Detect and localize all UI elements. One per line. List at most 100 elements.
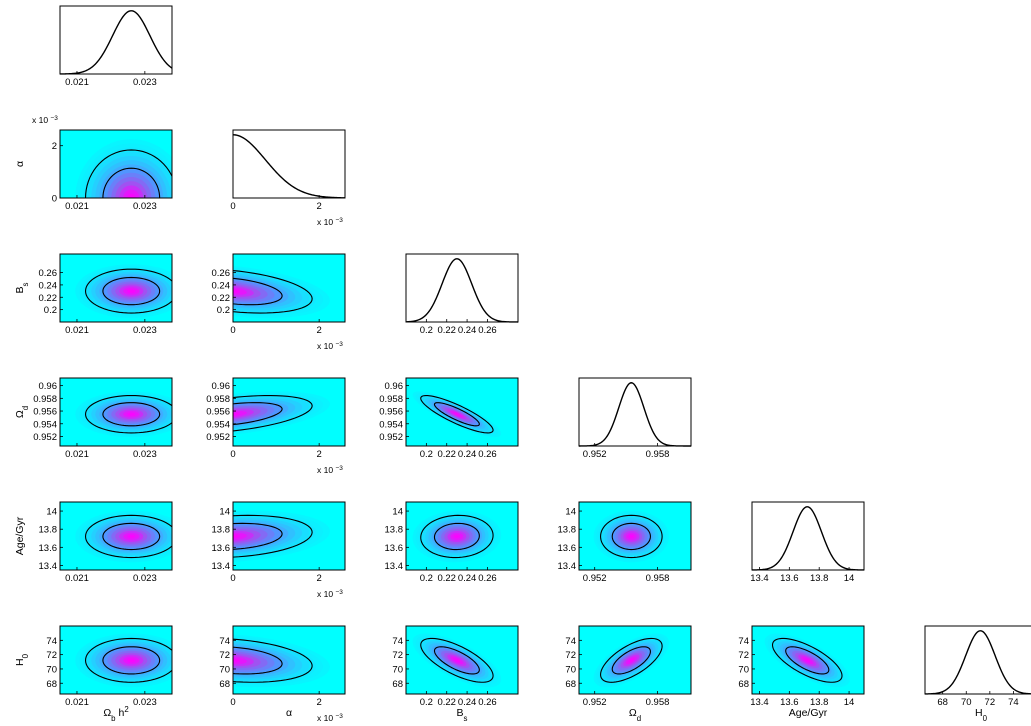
y-tick-label: 0.952 <box>33 432 57 443</box>
y-tick-label: 72 <box>392 650 403 661</box>
panel-frame <box>751 625 865 695</box>
contour-68 <box>233 522 283 550</box>
y-tick-label: 0 <box>52 194 57 205</box>
x-tick-label: 0.952 <box>583 697 607 708</box>
panel-age-vs-omega_d: 0.952 0.958 13.4 13.6 13.8 14 <box>558 501 692 584</box>
x-tick-label: 0.24 <box>458 697 477 708</box>
x-tick-label: 0.023 <box>133 77 157 88</box>
y-tick-label: 0.24 <box>39 280 58 291</box>
x-tick-label: 70 <box>961 697 972 708</box>
contour-95 <box>84 514 172 559</box>
density-level <box>127 658 136 663</box>
x-axis-label-age: Age/Gyr <box>789 707 828 719</box>
panel-H0-vs-omega_d: 0.952 0.958 68 70 72 74 Ωd <box>565 625 692 723</box>
density-level <box>233 534 240 539</box>
panel-frame <box>405 253 519 323</box>
panel-omega_d-vs-omega_d: 0.952 0.958 <box>578 377 692 460</box>
y-tick-label: 13.6 <box>385 543 404 554</box>
density-level <box>628 534 635 539</box>
panel-frame <box>232 377 346 447</box>
marginal-curve <box>232 134 346 199</box>
contour-95 <box>233 269 313 314</box>
y-tick-label: 14 <box>219 507 230 518</box>
x-tick-label: 0.023 <box>133 697 157 708</box>
x-tick-label: 14 <box>844 573 855 584</box>
x-tick-label: 0 <box>230 573 235 584</box>
y-tick-label: 74 <box>46 636 57 647</box>
contour-68 <box>611 522 651 551</box>
panel-age-vs-alpha: 0 2 13.4 13.6 13.8 14 x 10 −3 <box>212 501 346 599</box>
y-tick-label: 74 <box>219 636 230 647</box>
contour-68 <box>433 646 480 675</box>
panel-background <box>579 378 691 446</box>
x-tick-label: 14 <box>844 697 855 708</box>
panel-frame <box>59 5 173 75</box>
density-level <box>127 534 136 539</box>
y-tick-label: 0.2 <box>44 305 57 316</box>
x-tick-label: 0.26 <box>478 697 497 708</box>
y-tick-label: 0.26 <box>39 268 58 279</box>
panel-frame <box>232 253 346 323</box>
x-tick-label: 2 <box>317 573 322 584</box>
x-tick-label: 0.2 <box>420 573 433 584</box>
x-tick-label: 0.22 <box>437 449 456 460</box>
x-tick-label: 0 <box>230 201 235 212</box>
x-tick-label: 0.021 <box>65 449 89 460</box>
contour-95 <box>771 637 843 683</box>
y-tick-label: 14 <box>46 507 57 518</box>
contour-68 <box>233 646 283 675</box>
panel-H0-vs-age: 13.4 13.6 13.8 14 68 70 72 74 Age/Gyr <box>738 625 865 719</box>
x-tick-label: 0.958 <box>646 573 670 584</box>
contour-68 <box>785 646 830 675</box>
y-tick-label: 70 <box>46 664 57 675</box>
y-tick-label: 0.956 <box>379 407 403 418</box>
y-tick-label: 72 <box>738 650 749 661</box>
panel-background <box>233 130 345 198</box>
contour-95 <box>233 394 313 432</box>
panel-age-vs-B_s: 0.2 0.22 0.24 0.26 13.4 13.6 13.8 14 <box>385 501 519 584</box>
y-tick-label: 72 <box>565 650 576 661</box>
contour-68 <box>433 402 480 427</box>
x-tick-label: 0.22 <box>437 573 456 584</box>
y-tick-label: 0.952 <box>206 432 230 443</box>
contour-68 <box>433 522 480 551</box>
panel-frame <box>59 625 173 695</box>
panel-H0-vs-H0: 68 70 72 74 H0 <box>924 625 1031 723</box>
density-level <box>127 289 136 294</box>
panel-background <box>60 6 172 74</box>
panel-frame <box>232 625 346 695</box>
x-tick-label: 0.2 <box>420 325 433 336</box>
y-tick-label: 0.22 <box>212 293 231 304</box>
density-level <box>123 189 140 198</box>
y-tick-label: 0.24 <box>212 280 231 291</box>
x-tick-label: 0.24 <box>458 325 477 336</box>
panel-background <box>752 502 864 570</box>
x-tick-label: 0.24 <box>458 449 477 460</box>
density-level <box>127 193 136 198</box>
y-tick-label: 0.958 <box>33 394 57 405</box>
contour-95 <box>233 514 313 558</box>
contour-95 <box>233 638 313 683</box>
panel-frame <box>578 377 692 447</box>
contour-68 <box>611 646 651 675</box>
y-tick-label: 0.958 <box>206 394 230 405</box>
y-tick-label: 68 <box>392 679 403 690</box>
contour-68 <box>102 167 161 198</box>
y-tick-label: 68 <box>738 679 749 690</box>
x-tick-label: 0.958 <box>646 697 670 708</box>
x-tick-label: 0.023 <box>133 201 157 212</box>
density-level <box>453 534 461 539</box>
y-tick-label: 0.22 <box>39 293 58 304</box>
panel-background <box>406 254 518 322</box>
y-axis-label-H0: H0 <box>14 653 30 666</box>
contour-68 <box>233 277 283 306</box>
panel-frame <box>59 129 173 199</box>
y-axis-label-omega_d: Ωd <box>14 406 30 418</box>
density-level <box>127 412 136 416</box>
density-level <box>233 532 247 541</box>
panel-H0-vs-alpha: 0 2 68 70 72 74 x 10 −3 α <box>219 625 346 723</box>
density-level <box>233 289 240 294</box>
y-axis-label-age: Age/Gyr <box>14 516 26 555</box>
y-tick-label: 13.8 <box>212 525 231 536</box>
